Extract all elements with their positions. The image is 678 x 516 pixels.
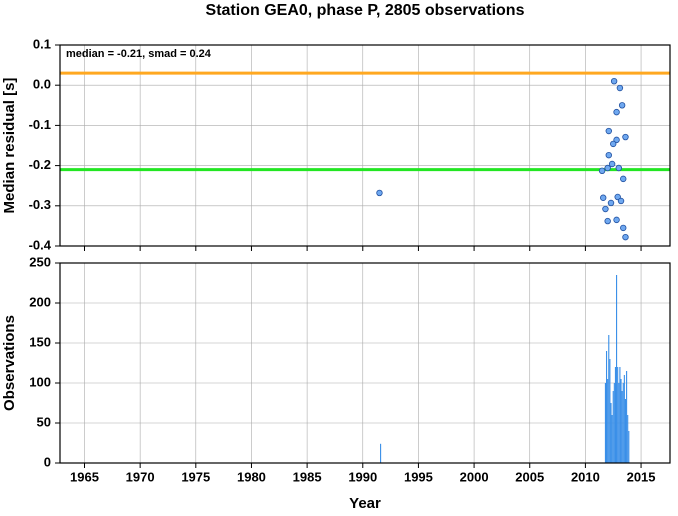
y-tick-label: 150 bbox=[29, 334, 51, 349]
point bbox=[622, 233, 629, 241]
y-tick-label: 250 bbox=[29, 254, 51, 269]
bar bbox=[616, 275, 618, 463]
point bbox=[610, 77, 618, 85]
bar bbox=[621, 391, 623, 463]
y-tick-label: 200 bbox=[29, 294, 51, 309]
y-tick-label: -0.1 bbox=[29, 117, 51, 132]
x-tick-label: 1980 bbox=[237, 469, 266, 484]
point bbox=[613, 108, 620, 116]
point bbox=[618, 102, 626, 109]
bar bbox=[608, 335, 610, 463]
x-tick-label: 1965 bbox=[70, 469, 99, 484]
y-tick-label: 0.0 bbox=[33, 77, 51, 92]
chart-title: Station GEA0, phase P, 2805 observations bbox=[206, 2, 525, 19]
bar bbox=[610, 403, 612, 463]
point bbox=[376, 189, 383, 197]
y-axis-label: Observations bbox=[1, 315, 18, 411]
point bbox=[622, 133, 629, 141]
point bbox=[600, 194, 607, 201]
point bbox=[602, 205, 609, 213]
x-tick-label: 2005 bbox=[515, 469, 544, 484]
point bbox=[604, 217, 611, 225]
x-tick-label: 2010 bbox=[571, 469, 600, 484]
bar bbox=[626, 371, 628, 463]
point bbox=[604, 164, 611, 172]
bar bbox=[624, 399, 627, 463]
point bbox=[598, 167, 606, 175]
bar bbox=[622, 383, 624, 463]
x-tick-label: 1990 bbox=[348, 469, 377, 484]
bar bbox=[628, 431, 630, 463]
point bbox=[614, 193, 621, 201]
point bbox=[613, 216, 620, 224]
point bbox=[608, 160, 616, 168]
y-tick-label: -0.4 bbox=[29, 237, 52, 252]
x-tick-label: 1995 bbox=[404, 469, 433, 484]
bar bbox=[627, 415, 629, 463]
y-tick-label: 100 bbox=[29, 374, 51, 389]
point bbox=[615, 164, 622, 172]
point bbox=[605, 127, 612, 135]
bar bbox=[620, 379, 622, 463]
point bbox=[620, 175, 627, 183]
x-tick-label: 1975 bbox=[181, 469, 210, 484]
y-tick-label: -0.2 bbox=[29, 157, 51, 172]
point bbox=[610, 140, 617, 148]
plot-frame bbox=[59, 262, 671, 464]
point bbox=[605, 151, 612, 159]
x-tick-label: 2015 bbox=[627, 469, 656, 484]
point bbox=[613, 136, 620, 144]
bar bbox=[607, 379, 609, 463]
x-tick-label: 2000 bbox=[460, 469, 489, 484]
y-tick-label: 0.1 bbox=[33, 36, 51, 51]
bar bbox=[611, 415, 613, 463]
y-tick-label: -0.3 bbox=[29, 197, 51, 212]
bar bbox=[614, 367, 617, 463]
bar bbox=[618, 383, 620, 463]
bar bbox=[613, 383, 615, 463]
bar bbox=[619, 367, 621, 463]
bar bbox=[609, 359, 611, 463]
point bbox=[617, 197, 625, 205]
bar bbox=[380, 443, 382, 463]
point bbox=[620, 224, 627, 232]
bar bbox=[612, 391, 614, 463]
point bbox=[607, 199, 615, 207]
annotation: median = -0.21, smad = 0.24 bbox=[66, 48, 212, 60]
bar bbox=[623, 375, 625, 463]
bar bbox=[617, 367, 619, 463]
x-tick-label: 1970 bbox=[126, 469, 155, 484]
plot-frame bbox=[59, 44, 671, 247]
bar bbox=[605, 351, 608, 463]
x-axis-label: Year bbox=[349, 495, 381, 511]
y-axis-label: Median residual [s] bbox=[1, 78, 18, 214]
point bbox=[616, 84, 624, 92]
x-tick-label: 1985 bbox=[293, 469, 322, 484]
y-tick-label: 0 bbox=[44, 454, 51, 469]
y-tick-label: 50 bbox=[37, 414, 51, 429]
bar bbox=[604, 383, 606, 463]
